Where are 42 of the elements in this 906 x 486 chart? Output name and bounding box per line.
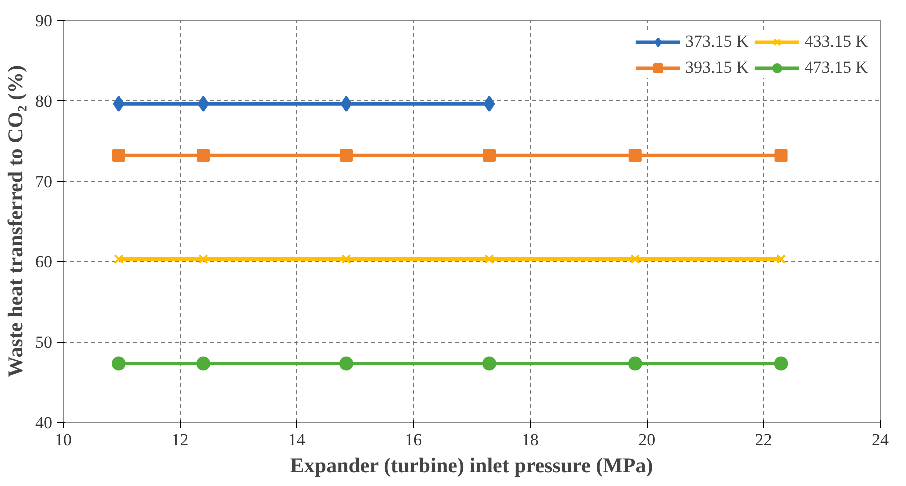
x-tick-label: 12 <box>172 430 189 450</box>
legend-label: 473.15 K <box>804 58 868 78</box>
x-tick-label: 16 <box>405 430 422 450</box>
legend-label: 393.15 K <box>685 58 749 78</box>
legend-label: 373.15 K <box>685 32 749 52</box>
x-tick-label: 20 <box>638 430 656 450</box>
point <box>628 356 642 371</box>
y-axis-title: Waste heat transferred to CO₂ (%) <box>4 65 28 378</box>
x-tick-label: 24 <box>872 430 890 450</box>
point <box>776 254 786 264</box>
point <box>483 149 496 162</box>
point <box>196 356 211 371</box>
y-tick-label: 90 <box>36 12 52 30</box>
x-tick-label: 22 <box>755 430 772 450</box>
point <box>630 254 640 264</box>
point <box>198 254 208 264</box>
y-tick-label: 60 <box>36 252 52 272</box>
x-tick-label: 10 <box>55 430 72 450</box>
point <box>482 356 497 371</box>
x-tick-label: 14 <box>288 430 306 450</box>
legend-label: 433.15 K <box>804 32 868 52</box>
y-tick-label: 40 <box>36 414 52 432</box>
point <box>112 356 126 371</box>
point <box>484 96 496 112</box>
point <box>112 149 126 162</box>
point <box>197 149 210 162</box>
point <box>198 96 210 112</box>
y-tick-label: 50 <box>36 333 52 352</box>
y-tick-label: 70 <box>36 172 52 192</box>
point <box>113 96 125 112</box>
point <box>340 356 354 371</box>
point <box>340 96 352 112</box>
x-tick-label: 18 <box>522 430 539 450</box>
point <box>774 149 788 162</box>
y-tick-label: 80 <box>36 92 52 111</box>
point <box>484 254 494 264</box>
point <box>342 254 352 264</box>
point <box>628 149 642 162</box>
x-axis-title: Expander (turbine) inlet pressure (MPa) <box>290 454 654 478</box>
point <box>340 149 354 162</box>
point <box>774 356 788 371</box>
point <box>114 254 124 264</box>
